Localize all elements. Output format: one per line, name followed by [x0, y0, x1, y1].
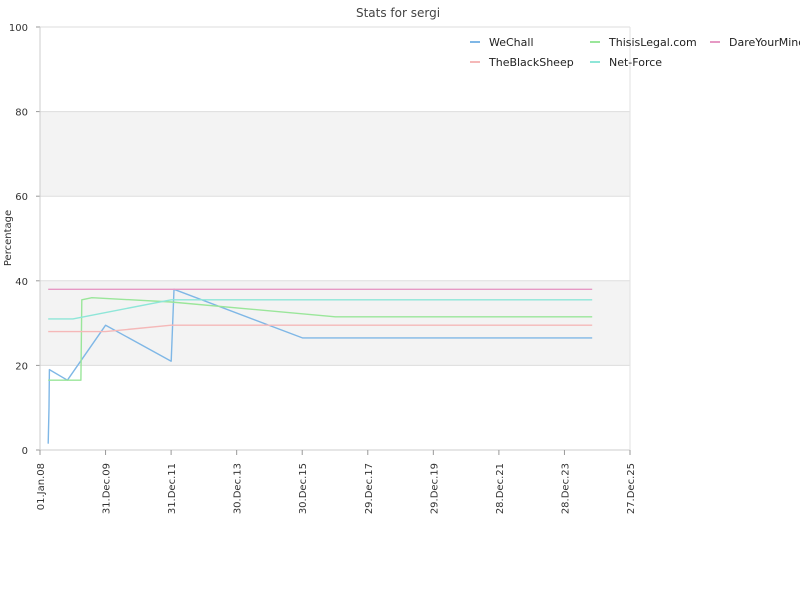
- series-lines: [47, 288, 593, 444]
- x-tick-label: 28.Dec.23: [560, 463, 571, 514]
- legend-label: ThisisLegal.com: [608, 36, 697, 49]
- x-tick-labels: 01.Jan.08 31.Dec.09 31.Dec.11 30.Dec.13 30.D…: [36, 463, 637, 514]
- legend-label: DareYourMind: [729, 36, 800, 49]
- plot-bands: [40, 111, 630, 366]
- y-tick-label: 60: [15, 192, 28, 203]
- plot-band: [40, 111, 630, 197]
- x-tick-label: 30.Dec.15: [298, 463, 309, 514]
- y-axis-label: Percentage: [3, 210, 14, 266]
- y-tick-label: 40: [15, 277, 28, 288]
- series-line: [48, 324, 593, 333]
- x-tick-label: 28.Dec.21: [495, 463, 506, 514]
- x-tick-label: 29.Dec.17: [364, 463, 375, 514]
- x-tick-label: 01.Jan.08: [36, 463, 47, 510]
- series-line: [47, 288, 593, 444]
- x-tick-label: 31.Dec.09: [102, 463, 113, 514]
- y-tick-label: 0: [22, 446, 28, 457]
- x-tick-label: 27.Dec.25: [626, 463, 637, 514]
- x-tick-label: 29.Dec.19: [429, 463, 440, 514]
- legend-label: TheBlackSheep: [488, 56, 574, 69]
- series-line: [48, 297, 593, 381]
- x-tick-label: 30.Dec.13: [233, 463, 244, 514]
- y-tick-label: 80: [15, 108, 28, 119]
- axes: [36, 26, 631, 455]
- legend-label: WeChall: [489, 36, 534, 49]
- x-tick-label: 31.Dec.11: [167, 463, 178, 514]
- chart-title: Stats for sergi: [356, 6, 440, 20]
- series-line: [48, 299, 593, 320]
- legend-label: Net-Force: [609, 56, 662, 69]
- gridlines: [40, 26, 630, 451]
- legend: WeChall ThisisLegal.com DareYourMind TheBla…: [470, 36, 800, 69]
- plot-band: [40, 280, 630, 366]
- y-tick-label: 100: [9, 23, 28, 34]
- y-tick-label: 20: [15, 361, 28, 372]
- y-tick-labels: 0 20 40 60 80 100: [9, 23, 28, 457]
